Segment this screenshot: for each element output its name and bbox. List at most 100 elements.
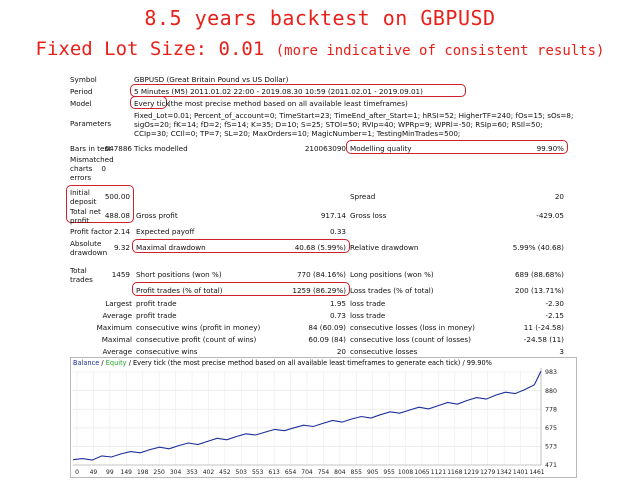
expected-payoff-value: 0.33 xyxy=(329,227,346,236)
largest-loss-value: -2.30 xyxy=(545,299,564,308)
quality-value: 99.90% xyxy=(536,144,564,153)
absolute-drawdown-label: Absolute drawdown xyxy=(70,239,108,257)
x-tick-label: 1121 xyxy=(431,469,446,476)
average-profit-label: profit trade xyxy=(136,311,177,320)
absolute-drawdown-value: 9.32 xyxy=(113,243,130,252)
x-tick-label: 0 xyxy=(75,469,79,476)
max-drawdown-value: 40.68 (5.99%) xyxy=(294,243,346,252)
gross-profit-value: 917.14 xyxy=(320,211,346,220)
x-tick-label: 704 xyxy=(301,469,313,476)
expected-payoff-label: Expected payoff xyxy=(136,227,195,236)
x-tick-label: 353 xyxy=(186,469,198,476)
relative-drawdown-label: Relative drawdown xyxy=(350,243,419,252)
avg-consecutive-wins-label: consecutive wins xyxy=(136,347,198,356)
y-tick-label: 675 xyxy=(545,425,557,432)
profit-factor-label: Profit factor xyxy=(70,227,113,236)
x-tick-label: 198 xyxy=(137,469,149,476)
loss-trades-label: Loss trades (% of total) xyxy=(350,286,434,295)
y-tick-label: 983 xyxy=(545,369,557,376)
maximal-consecutive-profit-label: consecutive profit (count of wins) xyxy=(136,335,257,344)
max-consecutive-losses-label: consecutive losses (loss in money) xyxy=(350,323,475,332)
x-tick-label: 855 xyxy=(351,469,363,476)
maximum-label: Maximum xyxy=(96,323,132,332)
average-label: Average xyxy=(102,311,132,320)
headline-subtitle: Fixed Lot Size: 0.01 (more indicative of… xyxy=(0,38,640,60)
max-consecutive-wins-value: 84 (60.09) xyxy=(308,323,346,332)
short-positions-label: Short positions (won %) xyxy=(136,270,222,279)
maximal-consecutive-profit-value: 60.09 (84) xyxy=(308,335,346,344)
x-tick-label: 1065 xyxy=(414,469,429,476)
headline-title: 8.5 years backtest on GBPUSD xyxy=(144,6,496,30)
x-tick-label: 503 xyxy=(236,469,248,476)
total-trades-value: 1459 xyxy=(111,270,130,279)
initial-deposit-value: 500.00 xyxy=(104,192,130,201)
max-drawdown-label: Maximal drawdown xyxy=(136,243,206,252)
total-trades-label: Total trades xyxy=(70,266,93,284)
maximal-label: Maximal xyxy=(101,335,132,344)
x-tick-label: 613 xyxy=(268,469,280,476)
period-value: 5 Minutes (M5) 2011.01.02 22:00 - 2019.0… xyxy=(134,87,423,96)
ticks-label: Ticks modelled xyxy=(134,144,188,153)
y-tick-label: 778 xyxy=(545,406,557,413)
average-loss-label: loss trade xyxy=(350,311,386,320)
deposit-profit-highlight xyxy=(66,185,134,223)
ticks-value: 210063090 xyxy=(304,144,346,153)
average-profit-value: 0.73 xyxy=(329,311,346,320)
model-description: (the most precise method based on all av… xyxy=(168,99,408,108)
x-tick-label: 1401 xyxy=(513,469,528,476)
headline-lot-size: Fixed Lot Size: 0.01 xyxy=(35,38,265,60)
profit-factor-value: 2.14 xyxy=(113,227,130,236)
y-tick-label: 471 xyxy=(545,462,557,469)
headline-note: (more indicative of consistent results) xyxy=(275,43,605,59)
largest-profit-label: profit trade xyxy=(136,299,177,308)
x-tick-label: 250 xyxy=(153,469,165,476)
loss-trades-value: 200 (13.71%) xyxy=(514,286,564,295)
x-tick-label: 654 xyxy=(285,469,297,476)
bars-label: Bars in test xyxy=(70,144,111,153)
x-tick-label: 1219 xyxy=(464,469,479,476)
x-tick-label: 1279 xyxy=(480,469,495,476)
x-tick-label: 452 xyxy=(219,469,231,476)
mismatched-value: 0 xyxy=(101,164,106,173)
long-positions-label: Long positions (won %) xyxy=(350,270,434,279)
symbol-label: Symbol xyxy=(70,75,97,84)
x-tick-label: 304 xyxy=(170,469,182,476)
x-tick-label: 905 xyxy=(367,469,379,476)
maximal-consecutive-loss-label: consecutive loss (count of losses) xyxy=(350,335,471,344)
relative-drawdown-value: 5.99% (40.68) xyxy=(512,243,564,252)
x-tick-label: 804 xyxy=(334,469,346,476)
model-label: Model xyxy=(70,99,92,108)
avg-consecutive-losses-label: consecutive losses xyxy=(350,347,418,356)
balance-chart-svg: 471 573 675 778 880 983 0 49 99 149 198 250 304 353 40… xyxy=(72,368,557,476)
spread-value: 20 xyxy=(554,192,564,201)
x-tick-label: 49 xyxy=(90,469,98,476)
net-profit-label: Total net profit xyxy=(70,207,101,225)
x-tick-label: 1168 xyxy=(447,469,462,476)
profit-trades-value: 1259 (86.29%) xyxy=(292,286,346,295)
quality-label: Modelling quality xyxy=(350,144,412,153)
gross-loss-label: Gross loss xyxy=(350,211,387,220)
y-tick-label: 880 xyxy=(545,388,557,395)
initial-deposit-label: Initial deposit xyxy=(70,188,97,206)
max-drawdown-highlight xyxy=(132,239,350,253)
x-tick-label: 754 xyxy=(318,469,330,476)
period-highlight xyxy=(130,84,466,97)
x-tick-label: 149 xyxy=(121,469,133,476)
largest-loss-label: loss trade xyxy=(350,299,386,308)
bars-value: 647886 xyxy=(104,144,132,153)
gross-profit-label: Gross profit xyxy=(136,211,178,220)
largest-label: Largest xyxy=(105,299,132,308)
parameters-value: Fixed_Lot=0.01; Percent_of_account=0; Ti… xyxy=(134,111,574,138)
x-tick-label: 955 xyxy=(383,469,395,476)
model-highlight xyxy=(130,96,167,109)
x-tick-label: 1008 xyxy=(398,469,413,476)
legend-separator: / xyxy=(99,359,106,367)
period-label: Period xyxy=(70,87,93,96)
balance-line xyxy=(72,370,542,461)
parameters-label: Parameters xyxy=(70,119,112,128)
x-tick-label: 553 xyxy=(252,469,264,476)
max-consecutive-losses-value: 11 (-24.58) xyxy=(523,323,564,332)
maximal-consecutive-loss-value: -24.58 (11) xyxy=(523,335,564,344)
x-tick-label: 402 xyxy=(203,469,215,476)
chart-legend: Balance / Equity / Every tick (the most … xyxy=(73,359,492,367)
